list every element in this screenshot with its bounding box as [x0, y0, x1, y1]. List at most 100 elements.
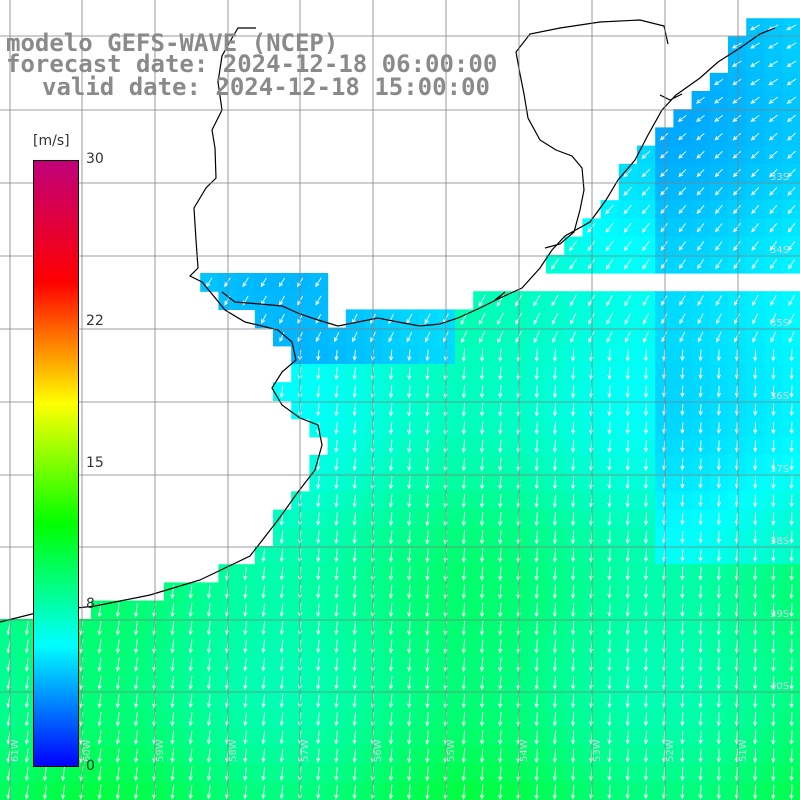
wind-arrow	[497, 330, 504, 344]
longitude-label: 59W	[155, 739, 166, 762]
wind-arrow	[479, 421, 485, 435]
wind-arrow	[334, 458, 339, 472]
wind-arrow	[497, 312, 504, 326]
wind-arrow	[771, 548, 776, 563]
wind-arrow	[461, 712, 466, 727]
wind-arrow	[570, 331, 577, 344]
wind-arrow	[570, 512, 576, 527]
wind-arrow	[388, 712, 394, 727]
wind-arrow	[170, 784, 175, 800]
wind-arrow	[534, 748, 539, 764]
wind-arrow	[316, 367, 321, 380]
wind-arrow	[316, 349, 321, 361]
wind-arrow	[752, 657, 758, 672]
wind-arrow	[461, 385, 466, 399]
wind-arrow	[587, 294, 595, 307]
wind-arrow	[316, 566, 321, 581]
wind-arrow	[625, 603, 630, 618]
wind-arrow	[643, 548, 649, 563]
wind-arrow	[479, 766, 485, 782]
wind-arrow	[607, 730, 612, 745]
wind-arrow	[534, 512, 539, 527]
wind-arrow	[461, 730, 466, 745]
wind-arrow	[388, 621, 394, 636]
wind-arrow	[170, 675, 175, 690]
wind-arrow	[679, 295, 686, 306]
wind-arrow	[643, 512, 649, 526]
wind-arrow	[696, 132, 705, 141]
wind-arrow	[698, 585, 703, 599]
wind-arrow	[752, 730, 758, 745]
wind-arrow	[716, 766, 721, 782]
wind-arrow	[698, 566, 703, 581]
wind-arrow	[753, 403, 758, 417]
wind-arrow	[188, 675, 193, 691]
wind-arrow	[279, 676, 284, 690]
wind-arrow	[698, 458, 703, 471]
wind-arrow	[534, 675, 539, 691]
wind-arrow	[534, 421, 539, 435]
wind-arrow	[461, 584, 466, 600]
wind-arrow	[698, 422, 703, 435]
wind-arrow	[716, 730, 721, 745]
wind-arrow	[771, 730, 776, 745]
wind-arrow	[786, 24, 797, 31]
wind-arrow	[115, 730, 120, 745]
wind-arrow	[625, 530, 630, 545]
wind-arrow	[407, 566, 412, 582]
wind-arrow	[716, 603, 721, 618]
wind-arrow	[534, 566, 539, 582]
wind-arrow	[352, 421, 357, 435]
wind-arrow	[425, 366, 430, 381]
wind-arrow	[498, 530, 503, 545]
wind-arrow	[425, 621, 430, 636]
wind-arrow	[352, 566, 357, 581]
wind-arrow	[479, 584, 485, 600]
wind-arrow	[680, 730, 685, 745]
wind-arrow	[753, 458, 758, 471]
wind-arrow	[606, 331, 613, 344]
wind-arrow	[752, 694, 758, 709]
wind-arrow	[789, 584, 794, 600]
wind-arrow	[388, 675, 394, 691]
wind-arrow	[498, 712, 503, 727]
wind-arrow	[607, 367, 612, 381]
wind-arrow	[750, 186, 760, 196]
wind-arrow	[425, 712, 430, 727]
wind-arrow	[570, 439, 576, 454]
wind-arrow	[625, 566, 630, 581]
wind-arrow	[334, 439, 339, 453]
wind-arrow	[659, 132, 669, 141]
wind-arrow	[407, 530, 412, 545]
wind-arrow	[716, 549, 721, 563]
wind-arrow	[769, 168, 778, 178]
wind-arrow	[334, 748, 339, 763]
wind-arrow	[624, 331, 631, 343]
wind-arrow	[751, 205, 760, 215]
wind-arrow	[97, 766, 102, 782]
wind-arrow	[388, 439, 394, 454]
wind-arrow	[425, 784, 430, 800]
wind-arrow	[716, 385, 721, 398]
wind-arrow	[115, 657, 120, 673]
wind-arrow	[133, 712, 139, 727]
wind-arrow	[388, 331, 394, 343]
wind-arrow	[388, 366, 394, 381]
wind-arrow	[334, 730, 339, 745]
wind-arrow	[552, 548, 557, 563]
wind-arrow	[769, 222, 778, 233]
wind-arrow	[498, 385, 503, 399]
wind-arrow	[786, 60, 797, 68]
wind-arrow	[771, 385, 776, 398]
wind-arrow	[388, 584, 394, 600]
wind-arrow	[479, 748, 485, 764]
longitude-label: 51W	[738, 739, 749, 762]
wind-arrow	[316, 712, 321, 727]
title-model: modelo GEFS-WAVE (NCEP)	[6, 29, 339, 57]
wind-arrow	[732, 168, 742, 178]
wind-arrow	[388, 421, 394, 435]
wind-arrow	[261, 730, 266, 745]
wind-arrow	[498, 457, 503, 472]
